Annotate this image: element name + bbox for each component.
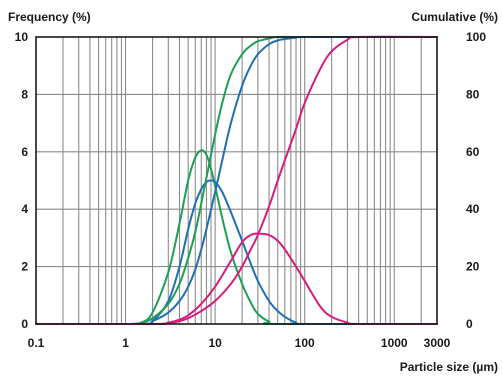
right-y-tick-label: 80 — [466, 87, 480, 101]
right-y-tick-label: 40 — [466, 202, 480, 216]
left-y-tick-label: 2 — [21, 260, 28, 274]
left-y-tick-label: 6 — [21, 145, 28, 159]
right-y-tick-label: 100 — [466, 30, 486, 44]
x-tick-label: 1 — [122, 336, 129, 350]
right-y-tick-label: 0 — [466, 317, 473, 331]
left-y-tick-label: 10 — [15, 30, 29, 44]
grid — [36, 37, 437, 324]
blue-cumulative-line — [35, 35, 438, 325]
magenta-frequency-line — [35, 232, 438, 325]
green-frequency-line — [35, 149, 438, 326]
left-y-tick-label: 4 — [21, 202, 28, 216]
blue-frequency-line — [35, 179, 438, 325]
green-cumulative-line — [35, 35, 438, 326]
x-tick-label: 3000 — [424, 336, 451, 350]
plot-frame — [35, 36, 438, 325]
right-y-tick-label: 60 — [466, 145, 480, 159]
series-lines — [35, 35, 438, 326]
x-tick-label: 1000 — [381, 336, 408, 350]
x-tick-label: 10 — [208, 336, 222, 350]
x-tick-label: 100 — [295, 336, 315, 350]
left-y-tick-label: 8 — [21, 87, 28, 101]
right-axis-title: Cumulative (%) — [411, 10, 498, 24]
left-axis-title: Frequency (%) — [8, 10, 91, 24]
left-y-tick-label: 0 — [21, 317, 28, 331]
x-axis-title: Particle size (µm) — [400, 360, 498, 374]
x-tick-label: 0.1 — [28, 336, 45, 350]
right-y-tick-label: 20 — [466, 260, 480, 274]
magenta-cumulative-line — [35, 35, 438, 325]
